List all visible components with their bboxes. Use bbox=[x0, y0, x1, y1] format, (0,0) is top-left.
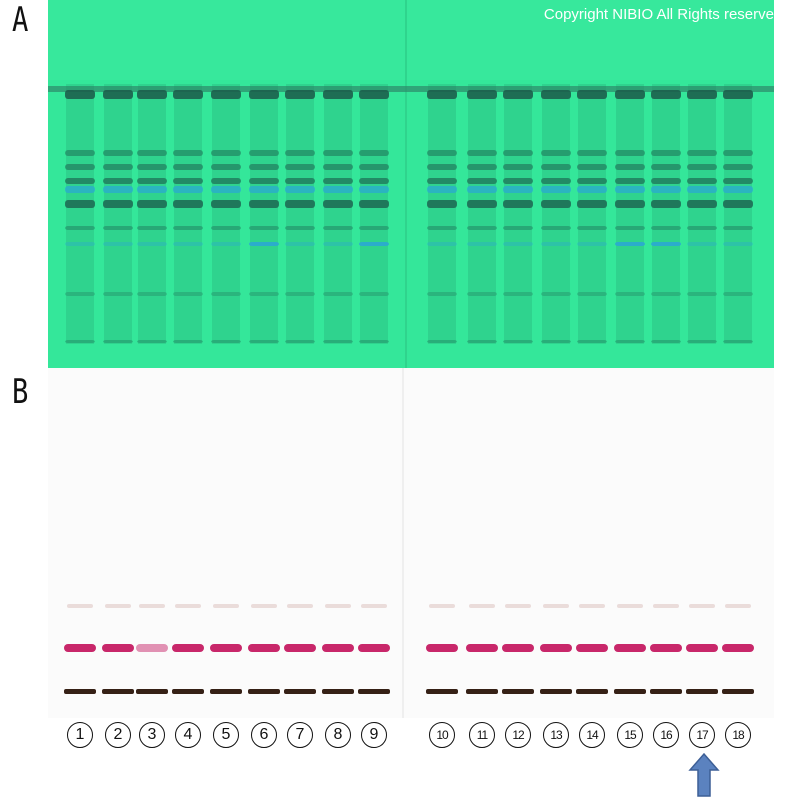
lane-b-10 bbox=[426, 604, 458, 694]
lane-a-9 bbox=[359, 84, 389, 344]
lane-a-11 bbox=[467, 84, 497, 344]
lane-number-8: 8 bbox=[325, 722, 351, 748]
lane-a-4 bbox=[173, 84, 203, 344]
lane-a-12 bbox=[503, 84, 533, 344]
lane-a-7 bbox=[285, 84, 315, 344]
lane-b-11 bbox=[466, 604, 498, 694]
plate-b-background bbox=[48, 368, 774, 718]
lane-a-10 bbox=[427, 84, 457, 344]
lane-b-18 bbox=[722, 604, 754, 694]
lane-a-16 bbox=[651, 84, 681, 344]
lane-b-6 bbox=[248, 604, 280, 694]
lane-a-13 bbox=[541, 84, 571, 344]
lane-number-6: 6 bbox=[251, 722, 277, 748]
lane-number-2: 2 bbox=[105, 722, 131, 748]
plate-a-upper-region bbox=[48, 0, 774, 80]
lane-b-13 bbox=[540, 604, 572, 694]
lane-b-17 bbox=[686, 604, 718, 694]
lane-a-1 bbox=[65, 84, 95, 344]
lane-b-9 bbox=[358, 604, 390, 694]
lane-a-6 bbox=[249, 84, 279, 344]
lane-number-11: 11 bbox=[469, 722, 495, 748]
lane-b-12 bbox=[502, 604, 534, 694]
panel-a-label: A bbox=[12, 0, 29, 40]
lane-number-1: 1 bbox=[67, 722, 93, 748]
solvent-front-line bbox=[48, 86, 774, 92]
lane-number-10: 10 bbox=[429, 722, 455, 748]
lane-a-3 bbox=[137, 84, 167, 344]
lane-b-2 bbox=[102, 604, 134, 694]
lane-number-7: 7 bbox=[287, 722, 313, 748]
lane-number-5: 5 bbox=[213, 722, 239, 748]
copyright-notice: Copyright NIBIO All Rights reserve bbox=[543, 6, 774, 23]
lane-a-17 bbox=[687, 84, 717, 344]
lane-a-8 bbox=[323, 84, 353, 344]
lane-number-16: 16 bbox=[653, 722, 679, 748]
lane-b-8 bbox=[322, 604, 354, 694]
lane-number-13: 13 bbox=[543, 722, 569, 748]
panel-b-label: B bbox=[12, 372, 29, 412]
lane-number-4: 4 bbox=[175, 722, 201, 748]
up-arrow-icon bbox=[688, 752, 720, 797]
lane-b-15 bbox=[614, 604, 646, 694]
lane-b-14 bbox=[576, 604, 608, 694]
tlc-plate-stained bbox=[48, 368, 774, 718]
lane-number-12: 12 bbox=[505, 722, 531, 748]
tlc-plate-uv: Copyright NIBIO All Rights reserve bbox=[48, 0, 774, 368]
lane-number-14: 14 bbox=[579, 722, 605, 748]
lane-number-3: 3 bbox=[139, 722, 165, 748]
lane-a-18 bbox=[723, 84, 753, 344]
lane-b-1 bbox=[64, 604, 96, 694]
lane-b-3 bbox=[136, 604, 168, 694]
lane-a-5 bbox=[211, 84, 241, 344]
lane-number-15: 15 bbox=[617, 722, 643, 748]
lane-b-7 bbox=[284, 604, 316, 694]
tlc-plate-stained-image bbox=[48, 368, 774, 718]
lane-number-18: 18 bbox=[725, 722, 751, 748]
lane-a-2 bbox=[103, 84, 133, 344]
lane-b-5 bbox=[210, 604, 242, 694]
lane-number-17: 17 bbox=[689, 722, 715, 748]
lane-a-15 bbox=[615, 84, 645, 344]
lane-a-14 bbox=[577, 84, 607, 344]
lane-number-9: 9 bbox=[361, 722, 387, 748]
tlc-plate-uv-image bbox=[48, 0, 774, 368]
lane-b-16 bbox=[650, 604, 682, 694]
lane-b-4 bbox=[172, 604, 204, 694]
